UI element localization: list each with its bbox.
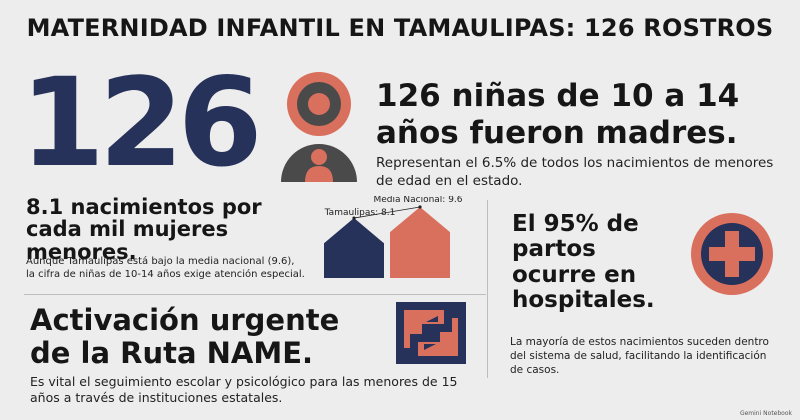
rate-headline-line2: cada mil mujeres [26,217,229,242]
rate-body: Aunque Tamaulipas está bajo la media nac… [26,256,316,282]
route-headline-line2: de la Ruta NAME. [30,335,314,370]
hero-number: 126 [20,52,263,194]
hospital-headline: El 95% de partos ocurre en hospitales. [512,211,655,313]
route-headline: Activación urgente de la Ruta NAME. [30,304,339,370]
page-title: MATERNIDAD INFANTIL EN TAMAULIPAS: 126 R… [26,14,774,42]
chart-value-label: Tamaulipas: 8.1 [324,208,396,218]
hospital-headline-line1: El 95% de [512,211,639,237]
chart-value-label: Media Nacional: 9.6 [373,196,462,205]
rate-headline: 8.1 nacimientos por cada mil mujeres men… [26,195,262,264]
route-headline-line1: Activación urgente [30,303,340,337]
person-icon [281,72,357,182]
route-body: Es vital el seguimiento escolar y psicol… [30,374,458,406]
chart-bar-media-nacional [390,206,450,278]
hero-headline: 126 niñas de 10 a 14 años fueron madres. [376,78,739,151]
chart-connector-line [353,206,421,219]
rate-headline-line3: menores. [26,239,137,264]
chart-bar-tamaulipas [324,218,384,278]
rate-comparison-chart: Tamaulipas: 8.1 Media Nacional: 9.6 [324,196,463,278]
hero-headline-line1: 126 niñas de 10 a 14 [376,78,740,114]
rate-headline-line1: 8.1 nacimientos por [26,195,262,219]
chart-peak-point [418,205,422,209]
chart-peak-point [352,216,356,220]
hero-subtext: Representan el 6.5% de todos los nacimie… [376,155,774,189]
rate-body-line2: la cifra de niñas de 10-14 años exige at… [26,268,305,280]
section-divider-vertical [487,200,488,378]
hospital-body: La mayoría de estos nacimientos suceden … [510,336,769,376]
hospital-headline-line3: ocurre en [512,261,637,288]
route-arrows-icon [396,302,466,364]
hospital-headline-line4: hospitales. [512,286,655,313]
medical-cross-icon [691,213,773,295]
hospital-headline-line2: partos [512,236,596,263]
hero-headline-line2: años fueron madres. [376,114,738,151]
rate-body-line1: Aunque Tamaulipas está bajo la media nac… [26,256,295,267]
watermark: Gemini Notebook [739,410,792,417]
section-divider-horizontal [24,294,486,295]
